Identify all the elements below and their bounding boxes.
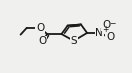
Text: O: O [106,32,114,42]
Text: +: + [102,25,108,34]
Text: N: N [95,28,103,38]
Text: O: O [102,20,110,30]
Text: −: − [109,19,115,28]
Text: O: O [36,23,44,33]
Text: S: S [70,36,77,46]
Text: O: O [38,36,46,46]
